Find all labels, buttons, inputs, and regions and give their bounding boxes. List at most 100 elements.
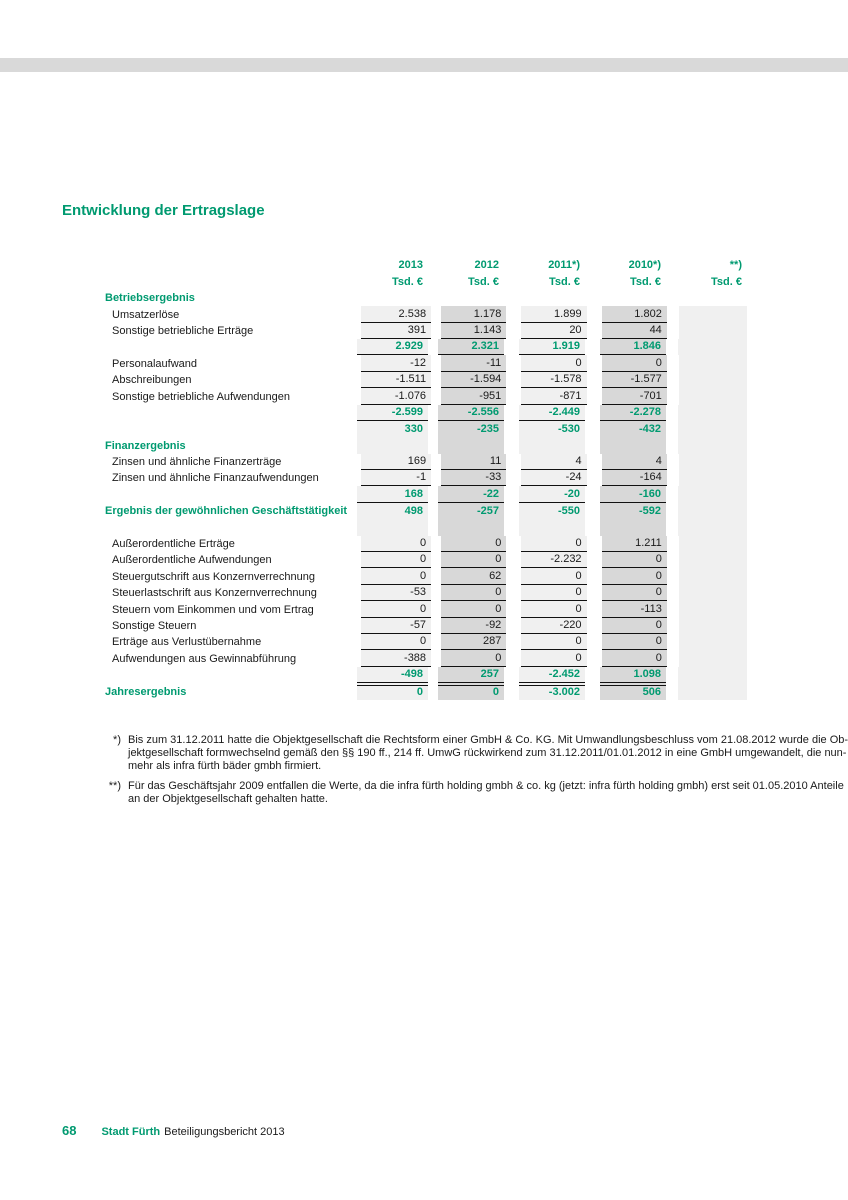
row-label: Steuergutschrift aus Konzernverrechnung <box>112 570 316 583</box>
value-cell: -11 <box>441 355 507 372</box>
row-label <box>105 353 357 355</box>
value-cell: -235 <box>438 420 504 438</box>
value-cell: 391 <box>360 322 432 339</box>
value-cell: -1.594 <box>441 371 507 389</box>
row-label <box>105 534 357 536</box>
column-year-header: **) <box>729 259 742 272</box>
value-cell <box>519 519 585 536</box>
table-row: Erträge aus Verlustübernahme 0 287 0 0 <box>105 633 748 651</box>
table-row: Betriebsergebnis <box>105 290 747 306</box>
row-label: Umsatzerlöse <box>112 308 180 321</box>
row-label <box>105 271 357 273</box>
footnote-marker: *) <box>113 734 121 746</box>
value-cell: 0 <box>441 584 507 602</box>
table-row: Personalaufwand -12 -11 0 0 <box>105 355 748 372</box>
row-label: Finanzergebnis <box>105 439 186 452</box>
footnote: **) Für das Geschäftsjahr 2009 entfallen … <box>105 780 844 806</box>
page-title: Entwicklung der Ertragslage <box>62 202 265 219</box>
row-label <box>105 419 357 421</box>
value-cell: 0 <box>521 633 587 651</box>
table-row: Außerordentliche Erträge 0 0 0 1.211 <box>105 535 748 553</box>
value-cell: 0 <box>521 584 587 602</box>
table-header-units: Tsd. € Tsd. € Tsd. € Tsd. € Tsd. € <box>105 273 747 289</box>
empty-column-cell <box>678 388 748 405</box>
footnotes: *) Bis zum 31.12.2011 hatte die Objektges… <box>105 734 848 813</box>
value-cell: -498 <box>357 666 428 687</box>
value-cell: 1.846 <box>600 338 666 356</box>
value-cell: -701 <box>601 388 667 405</box>
value-cell: 0 <box>521 650 587 667</box>
value-cell: 0 <box>521 355 587 372</box>
value-cell: -92 <box>441 617 507 634</box>
row-label: Außerordentliche Aufwendungen <box>112 554 272 567</box>
empty-column-cell <box>678 322 748 339</box>
value-cell: 1.919 <box>519 338 585 356</box>
value-cell: 2.538 <box>360 306 432 323</box>
empty-column-cell <box>678 355 748 372</box>
value-cell: -1.577 <box>601 371 667 389</box>
value-cell: 0 <box>357 683 428 700</box>
value-cell: -57 <box>360 617 432 634</box>
value-cell: 62 <box>441 568 507 585</box>
row-label: Abschreibungen <box>112 374 192 387</box>
column-unit-header: Tsd. € <box>392 275 423 288</box>
page-number: 68 <box>62 1123 77 1138</box>
value-cell: 0 <box>438 683 504 700</box>
value-cell: -53 <box>360 584 432 602</box>
empty-column-cell <box>678 650 748 667</box>
row-label <box>105 501 357 503</box>
empty-column-cell <box>678 502 747 520</box>
value-cell: -164 <box>601 470 667 487</box>
value-cell: -33 <box>441 470 507 487</box>
value-cell: 1.802 <box>601 306 667 323</box>
value-cell: 257 <box>438 666 504 687</box>
value-cell: 20 <box>521 322 587 339</box>
value-cell: 1.178 <box>441 306 507 323</box>
value-cell: 1.143 <box>441 322 507 339</box>
value-cell: 0 <box>360 552 432 569</box>
table-row: -2.599 -2.556 -2.449 -2.278 <box>105 404 747 421</box>
empty-column-cell <box>678 601 748 618</box>
value-cell: 4 <box>521 453 587 471</box>
column-unit-header: Tsd. € <box>468 275 499 288</box>
footer-report-name: Beteiligungsbericht 2013 <box>164 1126 285 1138</box>
footnote-line: Bis zum 31.12.2011 hatte die Objektgesel… <box>128 734 848 746</box>
table-row: Steuern vom Einkommen und vom Ertrag 0 0 0-… <box>105 601 748 618</box>
value-cell: -871 <box>521 388 587 405</box>
value-cell <box>438 290 504 306</box>
value-cell <box>357 437 428 454</box>
value-cell: 1.211 <box>601 535 667 553</box>
value-cell: -160 <box>600 486 666 503</box>
empty-column-cell <box>678 568 748 585</box>
table-row: Sonstige Steuern -57 -92 -220 0 <box>105 617 748 634</box>
empty-column-cell <box>678 666 747 684</box>
column-unit-header: Tsd. € <box>549 275 580 288</box>
value-cell: 0 <box>601 617 667 634</box>
footnote-line: Für das Geschäftsjahr 2009 entfallen die… <box>128 779 844 792</box>
value-cell: -24 <box>521 470 587 487</box>
footnote-line: mehr als infra fürth bäder gmbh firmiert… <box>128 759 322 772</box>
row-label: Sonstige betriebliche Aufwendungen <box>112 390 290 403</box>
footer-brand: Stadt Fürth <box>101 1126 161 1138</box>
value-cell: -530 <box>519 420 585 438</box>
value-cell: 0 <box>521 568 587 585</box>
value-cell: 0 <box>601 568 667 585</box>
empty-column-cell <box>678 437 747 454</box>
value-cell: 2.321 <box>438 338 504 356</box>
column-unit-header: Tsd. € <box>711 275 742 288</box>
footnote-line: jektgesellschaft formwechselnd gemäß den… <box>128 746 847 759</box>
row-label <box>105 435 357 437</box>
row-label: Sonstige Steuern <box>112 619 197 632</box>
value-cell: 0 <box>441 535 507 553</box>
value-cell: 1.098 <box>600 666 666 687</box>
empty-column-cell <box>678 371 748 389</box>
table-row: Ergebnis der gewöhnlichen Geschäftstätig… <box>105 502 747 520</box>
column-year-header: 2013 <box>398 259 423 272</box>
value-cell: 0 <box>601 552 667 569</box>
value-cell: 44 <box>601 322 667 339</box>
column-year-header: 2010*) <box>628 259 661 272</box>
value-cell: 0 <box>360 535 432 553</box>
empty-column-cell <box>678 584 748 602</box>
table-row: Jahresergebnis 0 0 -3.002 506 <box>105 683 747 700</box>
value-cell: -951 <box>441 388 507 405</box>
